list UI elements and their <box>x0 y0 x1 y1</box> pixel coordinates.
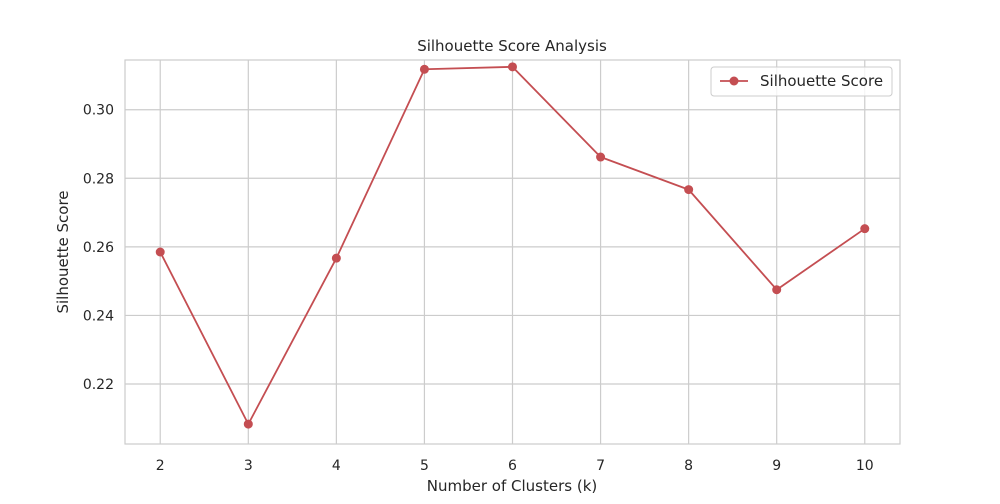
grid-layer <box>125 60 900 444</box>
y-tick-label: 0.28 <box>83 171 114 187</box>
x-tick-label: 10 <box>856 458 874 474</box>
data-point <box>243 419 253 429</box>
data-point <box>331 253 341 263</box>
legend: Silhouette Score <box>710 66 893 97</box>
data-point <box>772 285 782 295</box>
x-axis-label: Number of Clusters (k) <box>427 477 597 495</box>
legend-marker-swatch <box>729 76 739 86</box>
legend-frame <box>710 66 893 97</box>
x-tick-label: 5 <box>420 458 429 474</box>
data-point <box>419 64 429 74</box>
x-tick-label: 2 <box>156 458 165 474</box>
legend-label: Silhouette Score <box>760 72 883 90</box>
data-point <box>684 185 694 195</box>
x-tick-label: 4 <box>332 458 341 474</box>
x-tick-label: 9 <box>772 458 781 474</box>
y-tick-label: 0.24 <box>83 308 114 324</box>
y-tick-label: 0.22 <box>83 377 114 393</box>
data-point <box>508 62 517 72</box>
plot-frame <box>124 59 901 445</box>
y-tick-labels: 0.22 0.24 0.26 0.28 0.30 <box>83 103 114 393</box>
data-point <box>155 247 165 257</box>
y-axis-label: Silhouette Score <box>54 190 72 313</box>
x-tick-labels: 2 3 4 5 6 7 8 9 10 <box>156 458 874 474</box>
y-tick-label: 0.26 <box>83 240 114 256</box>
x-tick-label: 3 <box>244 458 253 474</box>
data-point <box>860 224 870 234</box>
y-tick-label: 0.30 <box>83 103 114 119</box>
series-layer <box>155 62 870 429</box>
data-point <box>596 152 606 162</box>
x-tick-label: 8 <box>684 458 693 474</box>
x-tick-label: 6 <box>508 458 517 474</box>
x-tick-label: 7 <box>596 458 605 474</box>
chart-title: Silhouette Score Analysis <box>417 37 607 55</box>
